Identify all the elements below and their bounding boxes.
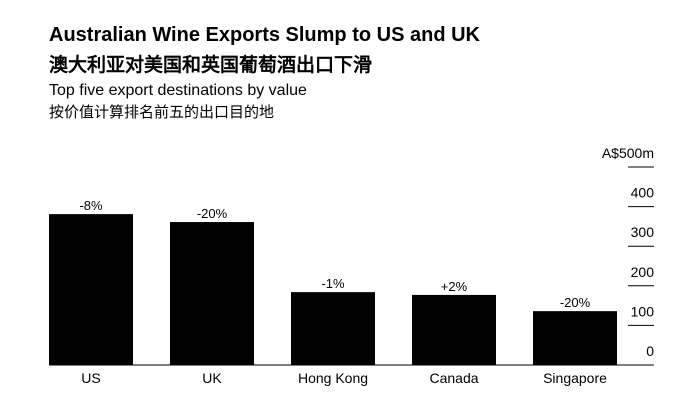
y-tick-label: 100 <box>631 303 655 319</box>
y-tick-label: A$500m <box>602 145 654 161</box>
change-label: -1% <box>321 276 345 291</box>
x-tick-label: Singapore <box>543 370 607 386</box>
bar <box>291 292 375 365</box>
x-tick-label: Hong Kong <box>298 370 368 386</box>
y-tick-label: 400 <box>631 185 655 201</box>
change-label: -20% <box>560 295 591 310</box>
chart-subtitle-zh: 按价值计算排名前五的出口目的地 <box>49 103 274 121</box>
change-label: +2% <box>441 279 468 294</box>
bar <box>170 222 254 365</box>
x-tick-label: Canada <box>429 370 478 386</box>
change-label: -8% <box>79 198 103 213</box>
chart-title: Australian Wine Exports Slump to US and … <box>49 24 481 46</box>
bar <box>49 214 133 365</box>
bar <box>412 294 496 365</box>
y-tick-label: 0 <box>646 343 654 359</box>
y-tick-label: 200 <box>631 264 655 280</box>
chart-title-zh: 澳大利亚对美国和英国葡萄酒出口下滑 <box>49 53 372 76</box>
bar <box>533 311 617 365</box>
x-tick-label: UK <box>202 370 222 386</box>
x-tick-label: US <box>81 370 100 386</box>
change-label: -20% <box>197 206 228 221</box>
chart-subtitle: Top five export destinations by value <box>49 82 307 99</box>
y-tick-label: 300 <box>631 224 655 240</box>
